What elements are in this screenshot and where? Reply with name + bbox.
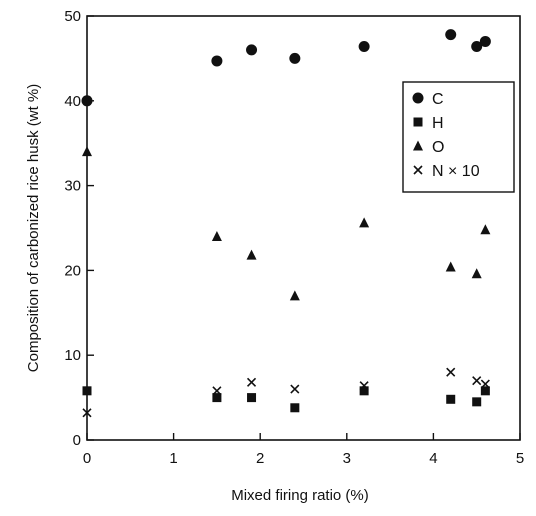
legend-label: O [432, 139, 444, 156]
series-triangle [82, 146, 491, 301]
point-cross [359, 381, 369, 391]
point-circle [471, 41, 483, 53]
point-cross [472, 376, 482, 386]
y-tick-label: 50 [64, 8, 81, 25]
data-marks [81, 29, 491, 418]
x-tick-label: 3 [343, 450, 351, 467]
point-square [446, 394, 456, 404]
point-triangle [82, 146, 92, 157]
legend: CHO N × 10 [412, 91, 480, 180]
point-cross [246, 377, 257, 387]
point-cross [480, 379, 490, 389]
legend-marker-square [413, 117, 423, 127]
y-tick-label: 20 [64, 262, 81, 279]
point-triangle [359, 217, 370, 228]
point-circle [289, 52, 301, 64]
legend-marker-cross [413, 165, 423, 175]
point-square [247, 393, 257, 403]
legend-label: C [432, 91, 444, 108]
point-square [290, 403, 300, 413]
point-triangle [480, 224, 491, 235]
point-cross [212, 386, 222, 396]
x-tick-label: 4 [429, 450, 437, 467]
point-circle [445, 29, 457, 41]
point-cross [446, 367, 456, 377]
legend-label: H [432, 115, 444, 132]
point-circle [479, 35, 491, 47]
legend-marker-triangle [413, 140, 423, 151]
point-square [472, 397, 482, 407]
point-circle [211, 55, 223, 67]
y-tick-label: 0 [73, 432, 81, 449]
plot-frame [86, 15, 521, 441]
x-axis: 0 1 2 3 4 5 [83, 433, 524, 467]
series-cross [82, 367, 490, 418]
point-triangle [289, 290, 300, 301]
x-axis-label: Mixed firing ratio (%) [231, 487, 369, 504]
point-circle [81, 95, 93, 107]
legend-marker-circle [412, 92, 424, 104]
y-tick-label: 30 [64, 178, 81, 195]
point-square [359, 386, 369, 396]
point-cross [82, 408, 92, 418]
point-square [480, 386, 490, 396]
point-circle [358, 41, 370, 53]
series-square [82, 386, 490, 413]
x-tick-label: 0 [83, 450, 91, 467]
x-tick-label: 1 [169, 450, 177, 467]
y-axis-label: Composition of carbonized rice husk (wt … [25, 84, 42, 372]
y-tick-label: 10 [64, 347, 81, 364]
point-square [212, 393, 222, 403]
point-circle [246, 44, 258, 56]
point-triangle [211, 230, 222, 241]
series-circle [81, 29, 491, 107]
legend-label: N × 10 [432, 163, 480, 180]
point-triangle [471, 268, 482, 279]
y-axis: 0 10 20 30 40 50 [64, 8, 94, 449]
y-tick-label: 40 [64, 93, 81, 110]
point-triangle [445, 261, 456, 272]
point-cross [290, 384, 300, 394]
point-square [82, 386, 92, 396]
x-tick-label: 2 [256, 450, 264, 467]
point-triangle [246, 249, 257, 260]
x-tick-label: 5 [516, 450, 524, 467]
